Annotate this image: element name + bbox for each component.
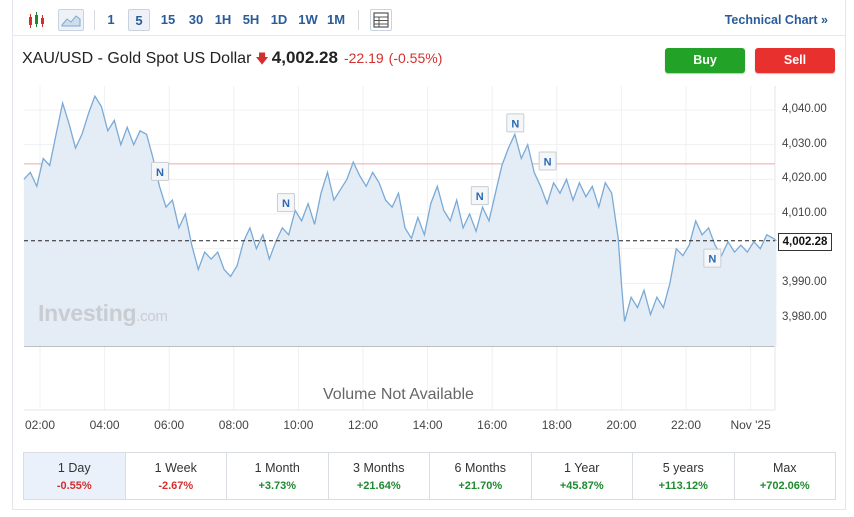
period-label: 6 Months [454,461,506,475]
instrument-name: XAU/USD - Gold Spot US Dollar [22,50,252,67]
period-change: +45.87% [559,480,604,492]
period-3-months[interactable]: 3 Months +21.64% [329,453,430,499]
last-price: 4,002.28 [271,48,338,67]
period-1-year[interactable]: 1 Year +45.87% [532,453,633,499]
interval-5[interactable]: 5 [128,9,150,31]
period-change: -0.55% [56,480,92,492]
interval-15[interactable]: 15 [160,12,176,27]
area-chart-icon[interactable] [58,9,84,31]
news-marker[interactable]: N [506,113,525,133]
period-change: +21.64% [356,480,401,492]
news-marker[interactable]: N [703,248,722,268]
price-chart[interactable]: N N N N N N [0,0,854,450]
instrument-header: XAU/USD - Gold Spot US Dollar 🡇 4,002.28 -2… [22,46,442,70]
interval-30[interactable]: 30 [188,12,204,27]
period-change: +113.12% [658,480,708,492]
investing-watermark: Investing.com [38,300,168,326]
news-marker[interactable]: N [276,193,295,213]
x-tick-label: 12:00 [347,418,379,432]
period-change: -2.67% [158,480,194,492]
x-tick-label: 08:00 [218,418,249,432]
price-line [23,94,777,322]
news-marker[interactable]: N [470,186,489,206]
news-marker-label: N [282,198,290,210]
period-label: 1 Month [254,461,300,475]
x-tick-label: 10:00 [283,418,314,432]
interval-5h[interactable]: 5H [242,12,260,27]
toolbar-divider [358,10,359,30]
x-tick-label: 18:00 [541,418,572,432]
x-tick-label: 02:00 [24,418,56,432]
period-1-day[interactable]: 1 Day -0.55% [24,453,126,499]
y-tick-label: 3,990.00 [782,276,827,289]
period-max[interactable]: Max +702.06% [735,453,836,499]
news-marker-label: N [511,118,519,130]
y-tick-label: 4,040.00 [782,103,827,115]
down-arrow-icon: 🡇 [255,51,269,66]
price-change-percent: (-0.55%) [388,50,443,66]
x-tick-label: 06:00 [154,418,185,432]
period-1-week[interactable]: 1 Week -2.67% [126,453,227,499]
y-tick-label: 3,980.00 [782,311,827,323]
table-view-icon[interactable] [370,9,392,31]
x-tick-label: 14:00 [412,418,443,432]
interval-1w[interactable]: 1W [298,12,318,27]
news-marker-label: N [544,157,552,169]
volume-not-available: Volume Not Available [323,386,474,403]
news-marker[interactable]: N [538,151,557,171]
price-area [23,96,777,346]
interval-1[interactable]: 1 [107,12,115,27]
y-tick-label: 4,020.00 [782,172,827,185]
y-tick-label: 4,030.00 [782,137,827,150]
period-change: +702.06% [759,480,810,492]
period-label: 5 years [662,461,704,475]
interval-1d[interactable]: 1D [270,12,288,27]
sell-button[interactable]: Sell [755,48,835,73]
interval-1m[interactable]: 1M [326,12,346,27]
x-tick-label: 04:00 [89,418,120,432]
period-6-months[interactable]: 6 Months +21.70% [430,453,532,499]
candlestick-chart-icon[interactable] [26,9,48,31]
x-tick-label: Nov '25 [730,418,771,432]
news-marker-label: N [708,254,716,266]
x-tick-label: 20:00 [606,418,637,432]
period-label: 1 Year [564,461,600,475]
y-tick-label: 4,010.00 [782,207,827,219]
period-label: 1 Day [57,461,91,475]
x-tick-label: 22:00 [670,418,702,432]
period-5-years[interactable]: 5 years +113.12% [633,453,735,499]
last-price-tag: 4,002.28 [778,233,832,251]
period-performance-bar: 1 Day -0.55% 1 Week -2.67% 1 Month +3.73% 3 Mo… [23,452,836,500]
period-1-month[interactable]: 1 Month +3.73% [227,453,329,499]
period-label: 1 Week [154,461,197,475]
x-tick-label: 16:00 [477,418,508,432]
buy-button[interactable]: Buy [665,48,745,73]
period-label: 3 Months [353,461,405,475]
news-marker-label: N [156,167,164,179]
toolbar-divider [94,10,95,30]
price-change: -22.19 [343,50,384,66]
period-label: Max [772,461,797,475]
period-change: +3.73% [258,480,297,492]
news-marker-label: N [476,191,484,203]
chart-toolbar: 1 5 15 30 1H 5H 1D 1W 1M Technical Chart… [12,6,846,36]
interval-1h[interactable]: 1H [214,12,232,27]
technical-chart-link[interactable]: Technical Chart » [724,13,828,27]
period-change: +21.70% [458,480,503,492]
news-marker[interactable]: N [151,161,170,181]
